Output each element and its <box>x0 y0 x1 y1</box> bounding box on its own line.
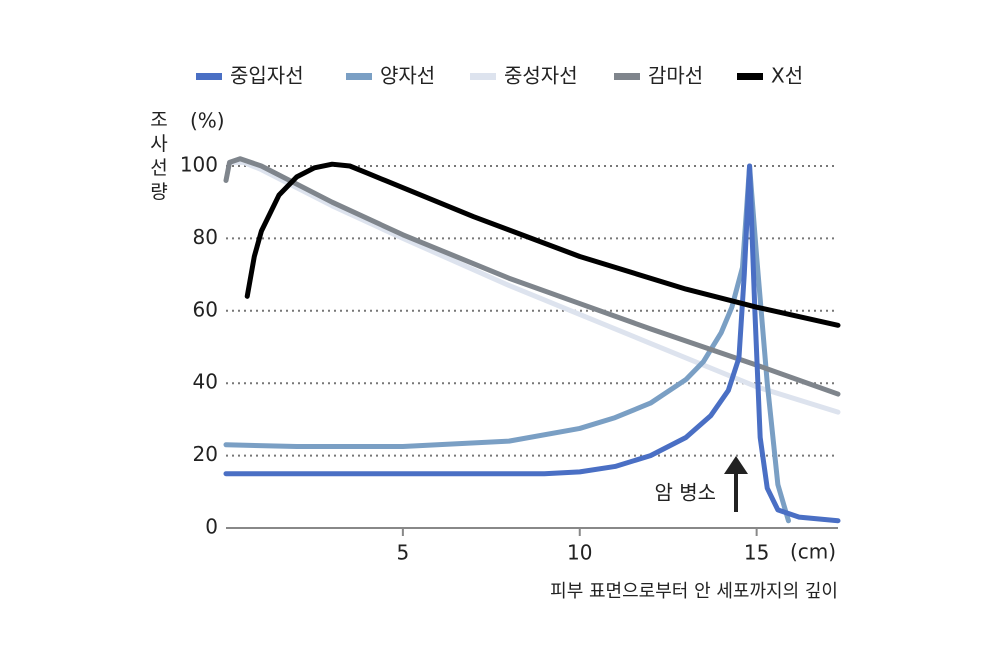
legend-label: X선 <box>771 64 803 88</box>
y-tick-label: 60 <box>193 297 218 321</box>
legend-swatch <box>737 73 763 80</box>
legend-label: 중입자선 <box>230 64 304 88</box>
series-line <box>223 163 841 524</box>
y-tick-label: 20 <box>193 442 218 466</box>
y-tick-label: 100 <box>180 153 218 177</box>
x-tick-label: 15 <box>744 541 769 565</box>
y-tick-label: 0 <box>205 515 218 539</box>
legend-label: 양자선 <box>380 64 435 88</box>
y-axis-label: 조사선량 <box>150 109 168 203</box>
series-line <box>227 159 841 415</box>
x-tick-label: 10 <box>567 541 592 565</box>
legend-swatch <box>196 73 222 80</box>
y-unit: (%) <box>190 109 225 133</box>
legend-swatch <box>346 73 372 80</box>
y-tick-label: 40 <box>193 370 218 394</box>
legend-label: 중성자선 <box>504 64 578 88</box>
series-line <box>244 161 841 328</box>
x-axis-label: 피부 표면으로부터 안 세포까지의 깊이 <box>550 581 838 602</box>
series-line <box>223 156 841 397</box>
legend-label: 감마선 <box>648 64 703 88</box>
legend-swatch <box>470 73 496 80</box>
annotation: 암 병소 <box>654 481 716 505</box>
arrow-head <box>724 456 748 474</box>
x-unit: (cm) <box>790 540 836 564</box>
plot: 0 20 40 60 80 100 5 10 15 중입자선 양자선 중성자선 감마선 X선 <box>180 64 841 565</box>
y-tick-label: 80 <box>193 225 218 249</box>
legend-swatch <box>614 73 640 80</box>
series-line <box>223 163 791 524</box>
x-tick-label: 5 <box>397 541 410 565</box>
